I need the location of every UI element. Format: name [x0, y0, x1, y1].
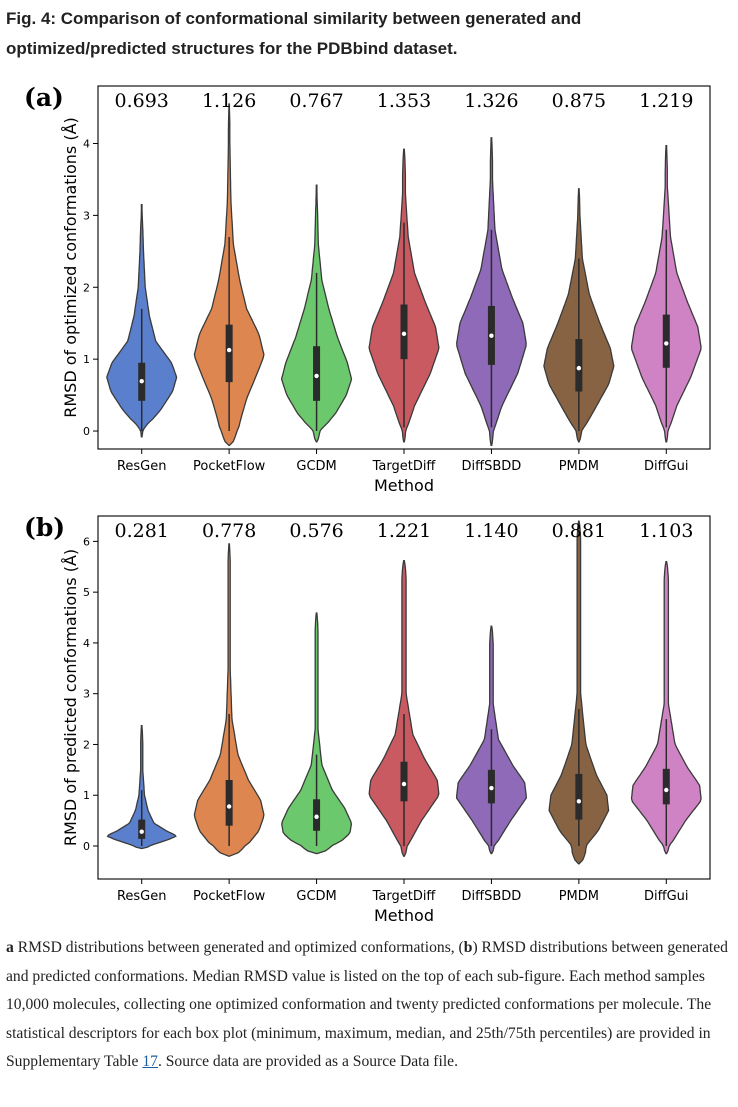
median-label-pocketflow: 0.778 — [202, 520, 256, 542]
x-tick-label-resgen: ResGen — [117, 459, 167, 474]
x-tick-label-pmdm: PMDM — [559, 459, 599, 474]
x-tick-label-pocketflow: PocketFlow — [193, 459, 266, 474]
median-label-diffgui: 1.103 — [639, 520, 693, 542]
caption-text-1: RMSD distributions between generated and… — [13, 939, 464, 956]
median-label-resgen: 0.693 — [115, 90, 169, 112]
median-dot-gcdm — [314, 373, 319, 379]
y-tick-label: 1 — [83, 353, 90, 366]
median-label-targetdiff: 1.221 — [377, 520, 431, 542]
median-dot-diffsbdd — [489, 333, 494, 338]
x-tick-label-targetdiff: TargetDiff — [372, 459, 437, 474]
violin-targetdiff — [368, 560, 440, 857]
median-dot-targetdiff — [401, 781, 407, 787]
iqr-box-diffgui — [662, 314, 670, 368]
median-dot-pmdm — [576, 799, 582, 804]
panel-a: 0.693 ResGen 1.126 PocketFlow 0.767 GCDM 1.353… — [24, 83, 711, 495]
median-label-pmdm: 0.881 — [552, 520, 606, 542]
iqr-box-gcdm — [313, 346, 321, 401]
iqr-box-pmdm — [575, 773, 583, 820]
median-label-gcdm: 0.576 — [289, 520, 343, 542]
y-tick-label: 4 — [83, 637, 90, 650]
median-dot-diffsbdd — [489, 785, 494, 791]
median-dot-resgen — [139, 379, 144, 384]
median-label-diffgui: 1.219 — [639, 90, 693, 112]
supplementary-table-link[interactable]: 17 — [142, 1053, 158, 1071]
y-tick-label: 5 — [83, 586, 90, 599]
x-tick-label-gcdm: GCDM — [296, 889, 336, 904]
violin-figure: 0.693 ResGen 1.126 PocketFlow 0.767 GCDM 1.353… — [24, 83, 711, 922]
median-dot-resgen — [139, 829, 144, 834]
y-axis-label: RMSD of predicted conformations (Å) — [61, 549, 80, 846]
panel-b: 0.281 ResGen 0.778 PocketFlow 0.576 GCDM 1.221… — [24, 513, 711, 922]
y-tick-label: 2 — [83, 281, 90, 294]
x-axis-label: Method — [374, 906, 434, 922]
violin-diffgui — [630, 561, 702, 855]
iqr-box-targetdiff — [400, 761, 408, 802]
median-dot-targetdiff — [401, 331, 407, 336]
y-tick-label: 0 — [83, 425, 90, 438]
caption-text-2: ) RMSD distributions between generated a… — [6, 939, 728, 1071]
x-tick-label-targetdiff: TargetDiff — [372, 889, 437, 904]
violin-pocketflow — [193, 543, 265, 857]
iqr-box-pocketflow — [225, 780, 233, 826]
median-label-pmdm: 0.875 — [552, 90, 606, 112]
median-dot-gcdm — [314, 814, 319, 819]
median-dot-diffgui — [664, 787, 669, 793]
x-tick-label-diffgui: DiffGui — [644, 459, 689, 474]
caption-label-b: b — [463, 939, 473, 956]
x-tick-label-diffsbdd: DiffSBDD — [462, 889, 522, 904]
x-tick-label-diffsbdd: DiffSBDD — [462, 459, 522, 474]
panel-label: (a) — [24, 83, 64, 112]
median-label-targetdiff: 1.353 — [377, 90, 431, 112]
y-tick-label: 0 — [83, 840, 90, 853]
median-dot-pocketflow — [226, 347, 232, 353]
iqr-box-pmdm — [575, 339, 583, 392]
x-tick-label-resgen: ResGen — [117, 889, 167, 904]
x-tick-label-diffgui: DiffGui — [644, 889, 689, 904]
violin-gcdm — [281, 612, 353, 855]
median-label-pocketflow: 1.126 — [202, 90, 256, 112]
median-label-gcdm: 0.767 — [289, 90, 343, 112]
plot-frame — [97, 515, 711, 880]
panel-label: (b) — [24, 513, 65, 542]
iqr-box-diffgui — [662, 768, 670, 805]
iqr-box-resgen — [138, 819, 146, 839]
median-label-diffsbdd: 1.140 — [464, 520, 518, 542]
y-tick-label: 2 — [83, 738, 90, 751]
plot-frame — [97, 85, 711, 450]
y-tick-label: 1 — [83, 789, 90, 802]
caption-label-a: a — [6, 939, 14, 956]
y-tick-label: 4 — [83, 138, 90, 151]
violin-pmdm — [548, 520, 610, 865]
x-axis-label: Method — [374, 476, 434, 495]
x-tick-label-pmdm: PMDM — [559, 889, 599, 904]
y-tick-label: 3 — [83, 688, 90, 701]
x-tick-label-pocketflow: PocketFlow — [193, 889, 266, 904]
caption-text-3: . Source data are provided as a Source D… — [157, 1053, 458, 1071]
violin-resgen — [106, 725, 177, 850]
median-dot-diffgui — [664, 341, 669, 346]
x-tick-label-gcdm: GCDM — [296, 459, 336, 474]
figure-caption: a RMSD distributions between generated a… — [6, 934, 734, 1077]
iqr-box-pocketflow — [225, 324, 233, 383]
y-tick-label: 6 — [83, 535, 90, 548]
figure-title: Fig. 4: Comparison of conformational sim… — [6, 9, 582, 58]
median-label-resgen: 0.281 — [115, 520, 169, 542]
median-dot-pmdm — [576, 365, 582, 371]
median-dot-pocketflow — [226, 804, 232, 809]
y-tick-label: 3 — [83, 209, 90, 222]
y-axis-label: RMSD of optimized conformations (Å) — [61, 117, 80, 418]
median-label-diffsbdd: 1.326 — [464, 90, 518, 112]
